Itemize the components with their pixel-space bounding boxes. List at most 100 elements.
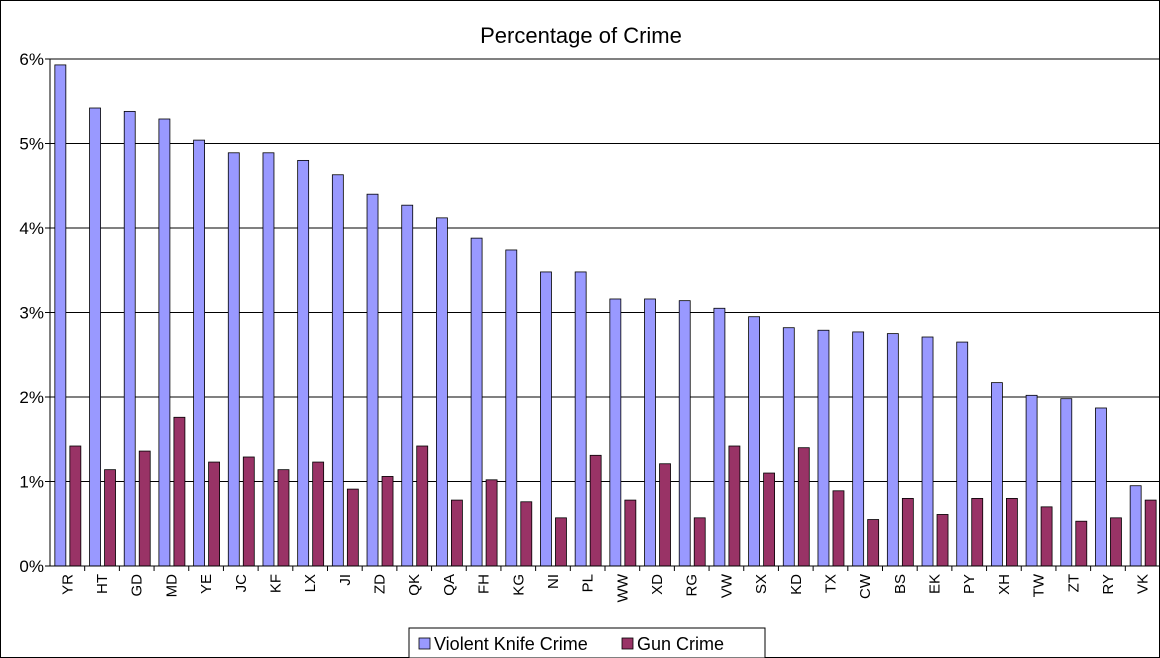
- x-tick-label: EK: [927, 574, 944, 594]
- y-tick-label: 2%: [19, 388, 44, 407]
- bar-gun-crime: [936, 514, 949, 567]
- bar-gun-crime: [416, 445, 429, 567]
- legend-swatch: [418, 637, 431, 650]
- bar-violent-knife-crime: [852, 331, 865, 567]
- x-tick-label: SX: [753, 574, 770, 594]
- bar-violent-knife-crime: [748, 316, 760, 567]
- bar-gun-crime: [1006, 497, 1018, 567]
- bar-violent-knife-crime: [123, 110, 136, 567]
- x-tick-label: JI: [337, 574, 354, 586]
- x-tick-label: TW: [1031, 573, 1048, 597]
- x-tick-label: BS: [892, 574, 909, 594]
- x-tick-label: VW: [718, 573, 735, 598]
- x-tick-label: QA: [441, 574, 458, 596]
- bar-gun-crime: [763, 472, 775, 567]
- x-tick-label: CW: [857, 573, 874, 599]
- x-tick-label: XH: [996, 574, 1013, 595]
- bar-violent-knife-crime: [1025, 394, 1038, 567]
- y-tick-label: 5%: [19, 135, 44, 154]
- x-tick-label: KG: [510, 574, 527, 596]
- bar-gun-crime: [1040, 506, 1053, 567]
- bar-gun-crime: [693, 517, 706, 567]
- bar-violent-knife-crime: [678, 300, 691, 567]
- bar-violent-knife-crime: [470, 237, 483, 567]
- bar-violent-knife-crime: [540, 271, 552, 567]
- bar-violent-knife-crime: [644, 298, 656, 567]
- x-tick-label: PL: [580, 574, 597, 592]
- x-tick-label: YR: [59, 574, 76, 595]
- x-tick-label: TX: [822, 574, 839, 593]
- bar-gun-crime: [1144, 499, 1157, 567]
- bar-violent-knife-crime: [262, 152, 275, 567]
- bar-gun-crime: [208, 461, 220, 567]
- bar-gun-crime: [971, 497, 984, 567]
- bar-violent-knife-crime: [401, 204, 414, 567]
- bar-violent-knife-crime: [609, 298, 622, 567]
- y-tick-label: 0%: [19, 557, 44, 576]
- bar-gun-crime: [624, 499, 637, 567]
- bar-violent-knife-crime: [89, 107, 101, 567]
- bar-gun-crime: [312, 461, 325, 567]
- y-tick-label: 3%: [19, 304, 44, 323]
- x-tick-label: YE: [198, 574, 215, 594]
- bar-gun-crime: [659, 463, 671, 567]
- x-tick-label: FH: [476, 574, 493, 594]
- y-tick-label: 4%: [19, 219, 44, 238]
- x-tick-label: KD: [788, 574, 805, 595]
- x-tick-label: JC: [233, 574, 250, 593]
- bar-gun-crime: [832, 490, 845, 567]
- bar-violent-knife-crime: [1060, 398, 1073, 567]
- x-tick-label: KF: [267, 574, 284, 593]
- bar-gun-crime: [138, 450, 151, 567]
- y-tick-label: 6%: [19, 50, 44, 69]
- bar-gun-crime: [728, 445, 741, 567]
- bar-violent-knife-crime: [574, 271, 587, 567]
- x-tick-label: ZD: [372, 574, 389, 594]
- x-tick-label: LX: [302, 574, 319, 592]
- bar-gun-crime: [69, 445, 82, 567]
- bar-gun-crime: [901, 497, 914, 567]
- bar-violent-knife-crime: [227, 152, 240, 567]
- chart-title: Percentage of Crime: [480, 23, 682, 48]
- bar-violent-knife-crime: [436, 217, 448, 567]
- bar-violent-knife-crime: [713, 307, 726, 567]
- legend-label: Violent Knife Crime: [434, 634, 588, 654]
- y-tick-label: 1%: [19, 473, 44, 492]
- bar-gun-crime: [277, 469, 290, 567]
- x-tick-label: VK: [1135, 574, 1152, 594]
- x-tick-label: RY: [1100, 574, 1117, 595]
- bar-gun-crime: [381, 476, 394, 567]
- bar-gun-crime: [485, 479, 498, 567]
- legend-swatch: [621, 637, 634, 650]
- bar-violent-knife-crime: [193, 139, 205, 567]
- legend: Violent Knife Crime Gun Crime: [408, 627, 766, 658]
- bar-violent-knife-crime: [782, 327, 795, 567]
- bar-gun-crime: [104, 469, 116, 567]
- bar-gun-crime: [1110, 517, 1122, 567]
- x-tick-label: RG: [684, 574, 701, 597]
- bar-violent-knife-crime: [158, 118, 171, 567]
- x-tick-label: NI: [545, 574, 562, 589]
- x-tick-label: HT: [94, 574, 111, 594]
- bar-violent-knife-crime: [331, 174, 344, 567]
- bar-violent-knife-crime: [991, 382, 1003, 567]
- bar-violent-knife-crime: [921, 336, 934, 567]
- bar-gun-crime: [867, 519, 880, 567]
- x-tick-label: QK: [406, 574, 423, 596]
- labels-layer: 0% 1% 2% 3% 4% 5% 6% YR HT GD MD YE JC KF LX JI ZD QK QA FH…: [19, 50, 1151, 602]
- bar-violent-knife-crime: [366, 193, 379, 567]
- bar-gun-crime: [451, 499, 463, 567]
- bar-gun-crime: [797, 447, 810, 567]
- x-tick-label: ZT: [1065, 574, 1082, 592]
- legend-box: [408, 627, 766, 658]
- bar-gun-crime: [1075, 520, 1088, 567]
- bar-violent-knife-crime: [297, 159, 310, 567]
- bar-gun-crime: [520, 501, 533, 567]
- bars-layer: [54, 64, 1157, 567]
- bar-violent-knife-crime: [505, 249, 518, 567]
- x-tick-label: GD: [129, 574, 146, 597]
- axis-layer: [45, 58, 1160, 571]
- x-tick-label: WW: [614, 573, 631, 602]
- bar-gun-crime: [242, 456, 255, 567]
